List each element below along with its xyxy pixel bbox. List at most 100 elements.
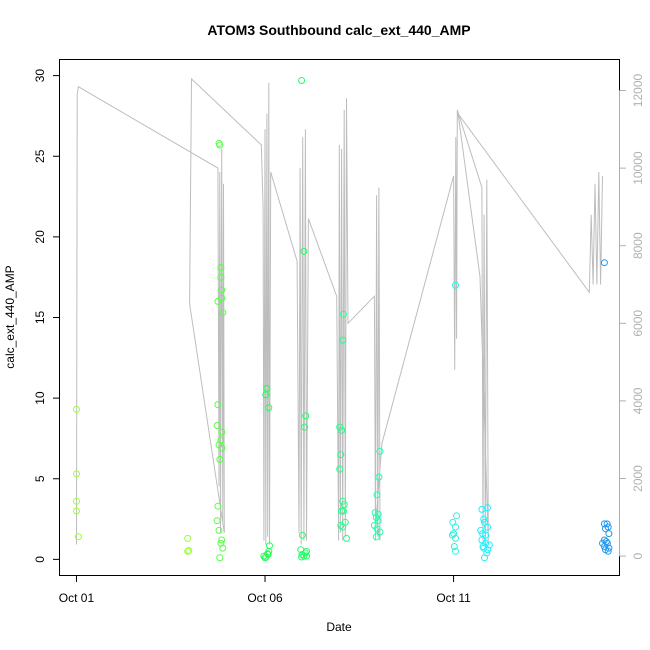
secondary-y-axis: 0 2000 4000 6000 8000 10000 12000: [619, 73, 645, 559]
data-point: [338, 426, 346, 434]
data-point: [218, 428, 226, 436]
x-tick-label: Oct 11: [436, 591, 471, 605]
y-tick-label: 20: [33, 230, 47, 244]
data-point: [302, 412, 310, 420]
y2-tick-label: 8000: [631, 232, 645, 259]
y-tick-label: 25: [33, 149, 47, 163]
y2-tick-label: 4000: [631, 387, 645, 414]
y2-tick-label: 10000: [631, 151, 645, 185]
y-axis: 0 5 10 15 20 25 30: [33, 69, 60, 563]
data-point: [73, 507, 80, 515]
data-point: [485, 541, 493, 549]
y-tick-label: 0: [33, 556, 47, 563]
data-point: [452, 281, 459, 289]
data-point: [376, 528, 384, 536]
data-point: [219, 309, 227, 317]
data-point: [73, 497, 80, 505]
data-point: [605, 544, 613, 552]
data-point: [339, 497, 347, 505]
data-point: [265, 547, 273, 555]
data-point: [336, 465, 344, 473]
data-point: [341, 518, 349, 526]
y2-tick-label: 12000: [631, 73, 645, 107]
data-point: [604, 547, 612, 555]
data-point: [484, 523, 491, 531]
data-point: [452, 547, 459, 555]
data-point: [450, 543, 458, 550]
x-axis-label: Date: [326, 620, 352, 634]
data-point: [218, 444, 226, 452]
data-point: [300, 247, 308, 255]
data-point: [340, 310, 347, 318]
data-point: [477, 526, 485, 534]
data-point: [73, 470, 80, 478]
data-point: [216, 141, 224, 149]
data-point: [340, 507, 347, 515]
data-point: [185, 547, 193, 554]
y-tick-label: 15: [33, 311, 47, 325]
data-point: [261, 554, 269, 562]
x-tick-label: Oct 06: [247, 591, 283, 605]
data-point: [484, 504, 491, 512]
y-axis-label: calc_ext_440_AMP: [3, 265, 17, 368]
data-point: [262, 391, 270, 399]
data-point: [218, 286, 226, 294]
data-point: [600, 259, 608, 267]
y2-tick-label: 2000: [631, 465, 645, 492]
data-point: [602, 525, 609, 533]
data-point: [301, 423, 309, 431]
data-point: [603, 520, 611, 528]
data-point: [184, 534, 192, 542]
data-point: [478, 505, 486, 513]
data-point: [372, 533, 380, 541]
data-point: [337, 451, 345, 459]
data-point: [484, 546, 491, 554]
data-point: [184, 547, 192, 555]
x-axis: Oct 01 Oct 06 Oct 11: [59, 575, 471, 605]
data-point: [298, 551, 306, 558]
data-point: [450, 530, 458, 538]
y2-tick-label: 0: [631, 552, 645, 559]
data-point: [478, 536, 486, 544]
data-point: [338, 507, 346, 515]
data-point: [263, 385, 271, 392]
data-point: [214, 401, 222, 409]
data-point: [303, 552, 310, 560]
data-point: [265, 404, 273, 412]
data-point: [74, 533, 82, 541]
data-point: [453, 512, 461, 520]
chart-title: ATOM3 Southbound calc_ext_440_AMP: [207, 22, 470, 38]
x-tick-label: Oct 01: [59, 591, 95, 605]
data-point: [216, 455, 224, 463]
data-point: [480, 515, 488, 523]
secondary-series-path: [76, 77, 603, 545]
data-point: [213, 422, 221, 429]
data-point: [217, 264, 225, 271]
data-point: [298, 553, 306, 561]
data-point: [375, 473, 383, 481]
data-point: [213, 517, 221, 525]
data-point: [214, 502, 222, 510]
data-point: [218, 536, 226, 544]
data-point: [219, 544, 227, 552]
data-point: [218, 294, 226, 302]
data-point: [337, 522, 345, 529]
data-point: [217, 273, 225, 281]
y-tick-label: 5: [33, 475, 47, 482]
data-point: [376, 447, 384, 455]
data-point: [481, 554, 488, 562]
data-point: [448, 531, 456, 539]
data-point: [480, 544, 488, 552]
data-point: [343, 534, 350, 542]
secondary-series-line: [76, 77, 603, 545]
data-point: [452, 523, 459, 531]
data-point: [599, 539, 606, 547]
data-point: [374, 510, 382, 518]
data-point: [339, 336, 347, 344]
data-point: [215, 526, 223, 534]
data-point: [605, 530, 613, 538]
y-tick-label: 30: [33, 69, 47, 83]
data-point: [301, 549, 309, 557]
data-point: [303, 547, 310, 555]
